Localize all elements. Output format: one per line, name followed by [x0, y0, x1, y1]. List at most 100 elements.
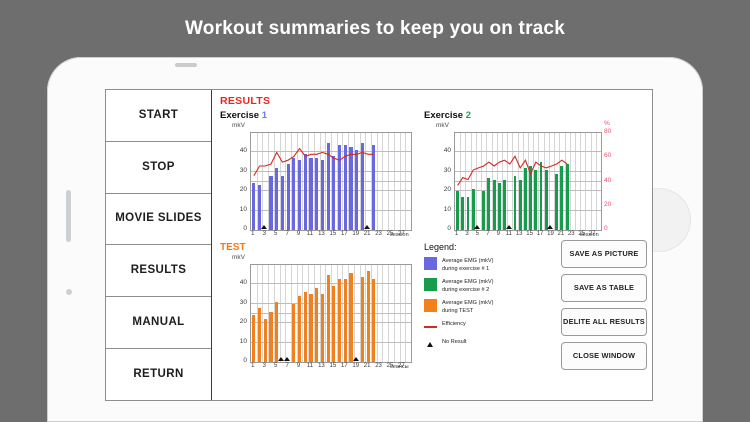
y-axis-tick: 20: [443, 186, 451, 194]
gridline-vertical: [348, 133, 350, 230]
gridline-vertical: [388, 133, 390, 230]
test-heading: TEST: [220, 242, 246, 253]
bar: [492, 179, 496, 230]
close-window-button[interactable]: CLOSE WINDOW: [561, 342, 647, 370]
gridline-vertical: [359, 265, 361, 362]
gridline-vertical: [325, 133, 327, 230]
exercise1-number: 1: [261, 110, 268, 121]
bar: [349, 146, 353, 230]
legend-rows: Average EMG (mkV) during exercise # 1 Aver…: [424, 257, 534, 351]
gridline-vertical: [285, 265, 287, 362]
bar: [286, 164, 290, 230]
x-axis-tick: 9: [496, 231, 500, 237]
no-result-marker: [352, 357, 359, 361]
gridline-vertical: [313, 133, 315, 230]
no-result-marker: [278, 357, 285, 361]
bar: [269, 311, 273, 362]
bar: [269, 175, 273, 230]
x-axis-tick: 1: [251, 363, 255, 369]
bar: [320, 294, 325, 362]
bar: [560, 165, 564, 230]
plot-area: [454, 132, 602, 231]
gridline-vertical: [486, 133, 488, 230]
bar: [263, 319, 267, 362]
x-axis-tick: 3: [262, 363, 266, 369]
gridline-vertical: [371, 265, 372, 362]
sidebar-item-stop[interactable]: STOP: [106, 142, 211, 194]
gridline-vertical: [268, 265, 270, 362]
gridline-vertical: [470, 133, 472, 230]
no-result-marker: [284, 357, 291, 361]
gridline-vertical: [533, 133, 535, 230]
y-axis-tick: 20: [239, 186, 247, 194]
gridline-vertical: [365, 133, 367, 230]
gridline-horizontal: [251, 170, 411, 172]
y-axis-label: mkV: [436, 122, 449, 129]
gridline-vertical: [308, 265, 310, 362]
gridline-vertical: [291, 133, 292, 230]
gridline-vertical: [538, 133, 540, 230]
plot-area: [250, 264, 412, 363]
x-axis-tick: 21: [363, 363, 371, 369]
y-axis-tick: 10: [239, 337, 247, 345]
gridline-vertical: [353, 133, 355, 230]
chart-exercise2: mkV 0 10 20 30 40% 0 20 40 60 80 1 3 5 7 9 11 13 15 17 19 21 2…: [436, 120, 616, 240]
x-axis-tick: 13: [318, 363, 325, 369]
legend-color-swatch: [424, 299, 437, 313]
x-axis-tick: 5: [475, 231, 480, 237]
gridline-vertical: [399, 265, 401, 362]
x-axis-tick: 15: [526, 231, 533, 237]
x-axis-tick: 23: [567, 231, 575, 237]
gridline-vertical: [268, 133, 270, 230]
bar: [303, 154, 307, 230]
gridline-horizontal: [251, 341, 411, 343]
x-axis-tick: 7: [285, 363, 289, 369]
sidebar-menu: START STOP MOVIE SLIDES RESULTS MANUAL R…: [106, 90, 212, 400]
exercise2-heading: Exercise 2: [424, 110, 471, 121]
bar: [471, 189, 475, 230]
sidebar-item-movie-slides[interactable]: MOVIE SLIDES: [106, 194, 211, 246]
sidebar-item-start[interactable]: START: [106, 90, 211, 142]
legend-color-swatch: [424, 257, 437, 270]
action-buttons: SAVE AS PICTURE SAVE AS TABLE DELITE ALL…: [561, 240, 647, 376]
bar: [523, 167, 527, 230]
x-axis-tick: 13: [318, 231, 325, 237]
gridline-vertical: [528, 133, 529, 230]
x-axis-tick: 21: [363, 231, 371, 237]
no-result-triangle-icon: [424, 338, 437, 351]
sidebar-item-results[interactable]: RESULTS: [106, 245, 211, 298]
gridline-vertical: [348, 265, 350, 362]
delete-all-results-button[interactable]: DELITE ALL RESULTS: [561, 308, 647, 336]
gridline-horizontal: [251, 302, 411, 304]
bar: [529, 165, 533, 230]
exercise2-label: Exercise: [424, 110, 464, 121]
x-axis-tick: 5: [274, 231, 278, 237]
sidebar-item-return[interactable]: RETURN: [133, 367, 184, 380]
gridline-horizontal: [455, 170, 601, 172]
phone-frame: START STOP MOVIE SLIDES RESULTS MANUAL R…: [47, 57, 703, 422]
save-as-table-button[interactable]: SAVE AS TABLE: [561, 274, 647, 302]
x-axis-tick: 17: [340, 363, 348, 369]
gridline-vertical: [262, 133, 264, 230]
x-axis-tick: 7: [486, 231, 490, 237]
sidebar-item-manual[interactable]: MANUAL: [106, 297, 211, 350]
bar: [280, 175, 285, 230]
phone-side-dot[interactable]: [66, 289, 72, 295]
legend-item-label: No Result: [442, 339, 467, 346]
gridline-horizontal: [251, 209, 411, 211]
y-axis-label: mkV: [232, 122, 245, 129]
no-result-marker: [547, 225, 554, 229]
x-axis-tick: 27: [398, 231, 405, 237]
x-axis-tick: 7: [285, 231, 289, 237]
save-as-picture-button[interactable]: SAVE AS PICTURE: [561, 240, 647, 268]
phone-volume-button[interactable]: [66, 190, 71, 242]
gridline-horizontal: [251, 283, 411, 285]
gridline-vertical: [256, 133, 258, 230]
y-axis-tick: 0: [243, 225, 247, 232]
x-axis-tick: 25: [578, 231, 586, 237]
legend-color-swatch: [424, 278, 437, 292]
x-axis-tick: 23: [375, 363, 382, 369]
percent-axis-tick: 0: [604, 225, 608, 232]
bar: [360, 276, 365, 362]
gridline-vertical: [569, 133, 571, 230]
